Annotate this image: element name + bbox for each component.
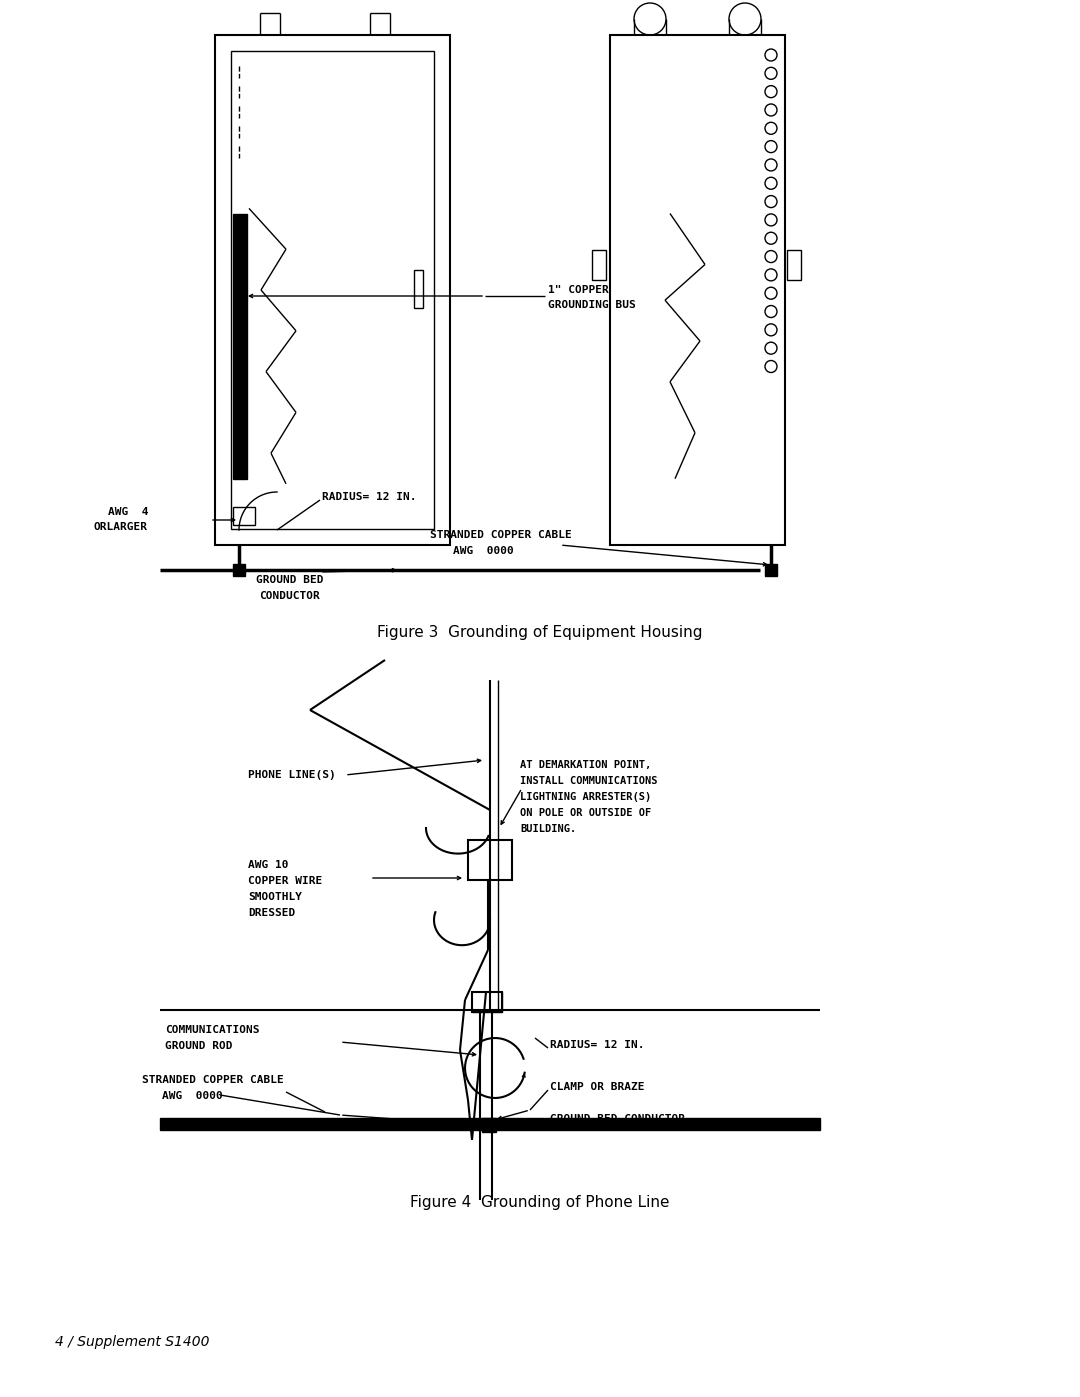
Text: GROUND ROD: GROUND ROD xyxy=(165,1041,232,1051)
Text: AWG  4: AWG 4 xyxy=(108,507,148,517)
Bar xyxy=(765,564,777,576)
Bar xyxy=(231,52,434,529)
Text: AT DEMARKATION POINT,: AT DEMARKATION POINT, xyxy=(519,760,651,770)
Bar xyxy=(472,992,502,1011)
Bar xyxy=(787,250,801,279)
Text: CONDUCTOR: CONDUCTOR xyxy=(259,591,321,601)
Text: 1" COPPER: 1" COPPER xyxy=(548,285,609,295)
Bar xyxy=(468,840,512,880)
Bar xyxy=(610,35,785,545)
Text: INSTALL COMMUNICATIONS: INSTALL COMMUNICATIONS xyxy=(519,775,658,787)
Text: Figure 4  Grounding of Phone Line: Figure 4 Grounding of Phone Line xyxy=(410,1194,670,1210)
Bar xyxy=(215,35,450,545)
Text: BUILDING.: BUILDING. xyxy=(519,824,577,834)
Text: CLAMP OR BRAZE: CLAMP OR BRAZE xyxy=(550,1083,645,1092)
Bar xyxy=(233,214,247,479)
Text: STRANDED COPPER CABLE: STRANDED COPPER CABLE xyxy=(141,1076,284,1085)
Bar xyxy=(592,250,606,279)
Bar xyxy=(233,564,245,576)
Text: ON POLE OR OUTSIDE OF: ON POLE OR OUTSIDE OF xyxy=(519,807,651,819)
Bar xyxy=(233,507,255,525)
Text: Figure 3  Grounding of Equipment Housing: Figure 3 Grounding of Equipment Housing xyxy=(377,624,703,640)
Text: GROUND BED CONDUCTOR: GROUND BED CONDUCTOR xyxy=(550,1113,685,1125)
Text: AWG  0000: AWG 0000 xyxy=(453,546,514,556)
Bar xyxy=(472,992,502,1011)
Text: PHONE LINE(S): PHONE LINE(S) xyxy=(248,770,336,780)
Text: DRESSED: DRESSED xyxy=(248,908,295,918)
Bar xyxy=(414,270,423,307)
Text: SMOOTHLY: SMOOTHLY xyxy=(248,893,302,902)
Text: COPPER WIRE: COPPER WIRE xyxy=(248,876,322,886)
Text: GROUND BED: GROUND BED xyxy=(256,576,324,585)
Text: RADIUS= 12 IN.: RADIUS= 12 IN. xyxy=(322,492,417,502)
Text: COMMUNICATIONS: COMMUNICATIONS xyxy=(165,1025,259,1035)
Text: STRANDED COPPER CABLE: STRANDED COPPER CABLE xyxy=(430,529,571,541)
Text: RADIUS= 12 IN.: RADIUS= 12 IN. xyxy=(550,1039,645,1051)
Bar xyxy=(160,1118,820,1130)
Text: AWG 10: AWG 10 xyxy=(248,861,288,870)
Text: AWG  0000: AWG 0000 xyxy=(162,1091,222,1101)
Text: ORLARGER: ORLARGER xyxy=(94,522,148,532)
Bar xyxy=(482,1118,496,1132)
Text: GROUNDING BUS: GROUNDING BUS xyxy=(548,300,636,310)
Text: 4 / Supplement S1400: 4 / Supplement S1400 xyxy=(55,1336,210,1350)
Text: LIGHTNING ARRESTER(S): LIGHTNING ARRESTER(S) xyxy=(519,792,651,802)
